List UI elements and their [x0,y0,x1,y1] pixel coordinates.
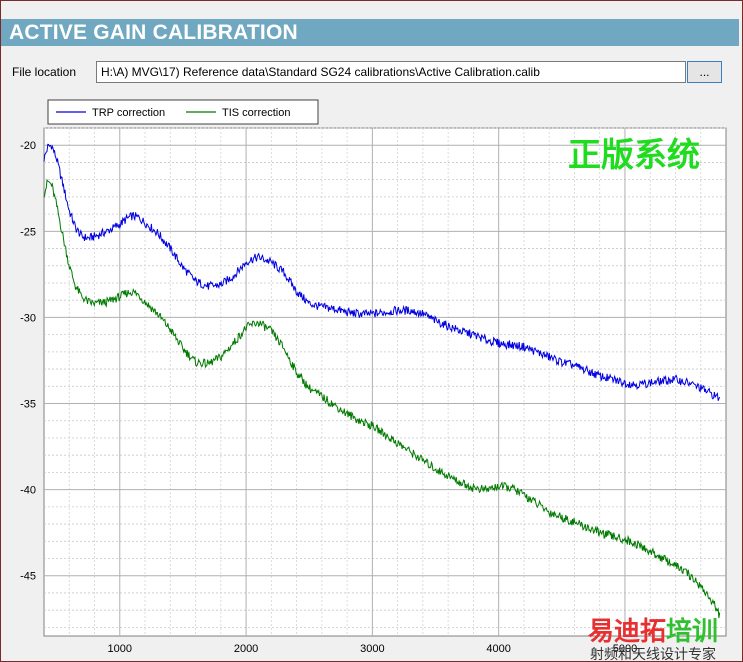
tick-labels: -20 -25 -30 -35 -40 -45 1000 2000 3000 4000 5000 [20,140,637,655]
y-tick-label: -25 [20,226,36,238]
y-tick-label: -35 [20,399,36,411]
y-tick-label: -20 [20,140,36,152]
x-tick-label: 2000 [234,643,258,655]
browse-button[interactable]: ... [687,61,722,83]
file-path-input[interactable] [96,61,686,83]
watermark-text: 正版系统 [568,135,700,174]
legend-label-trp: TRP correction [92,107,165,119]
legend: TRP correction TIS correction [47,99,319,125]
x-tick-label: 5000 [613,643,637,655]
watermark-logo-red: 易迪拓 [588,617,666,647]
series-layer [43,143,721,619]
watermark-logo: 易迪拓 培训 射频和天线设计专家 [588,617,718,662]
watermark-logo-green: 培训 [666,617,718,647]
section-title: ACTIVE GAIN CALIBRATION [9,21,298,44]
x-tick-label: 1000 [108,643,132,655]
watermark-subtitle: 射频和天线设计专家 [590,646,716,662]
y-tick-label: -30 [20,312,36,324]
x-tick-label: 3000 [360,643,384,655]
grid [44,127,726,636]
y-tick-label: -40 [20,485,36,497]
file-location-label: File location [12,65,77,79]
y-tick-label: -45 [20,571,36,583]
trp-correction-line [43,143,721,401]
section-header: ACTIVE GAIN CALIBRATION [1,19,739,46]
x-tick-label: 4000 [486,643,510,655]
legend-label-tis: TIS correction [222,107,290,119]
plot-background [43,127,727,637]
tis-correction-line [43,178,721,619]
